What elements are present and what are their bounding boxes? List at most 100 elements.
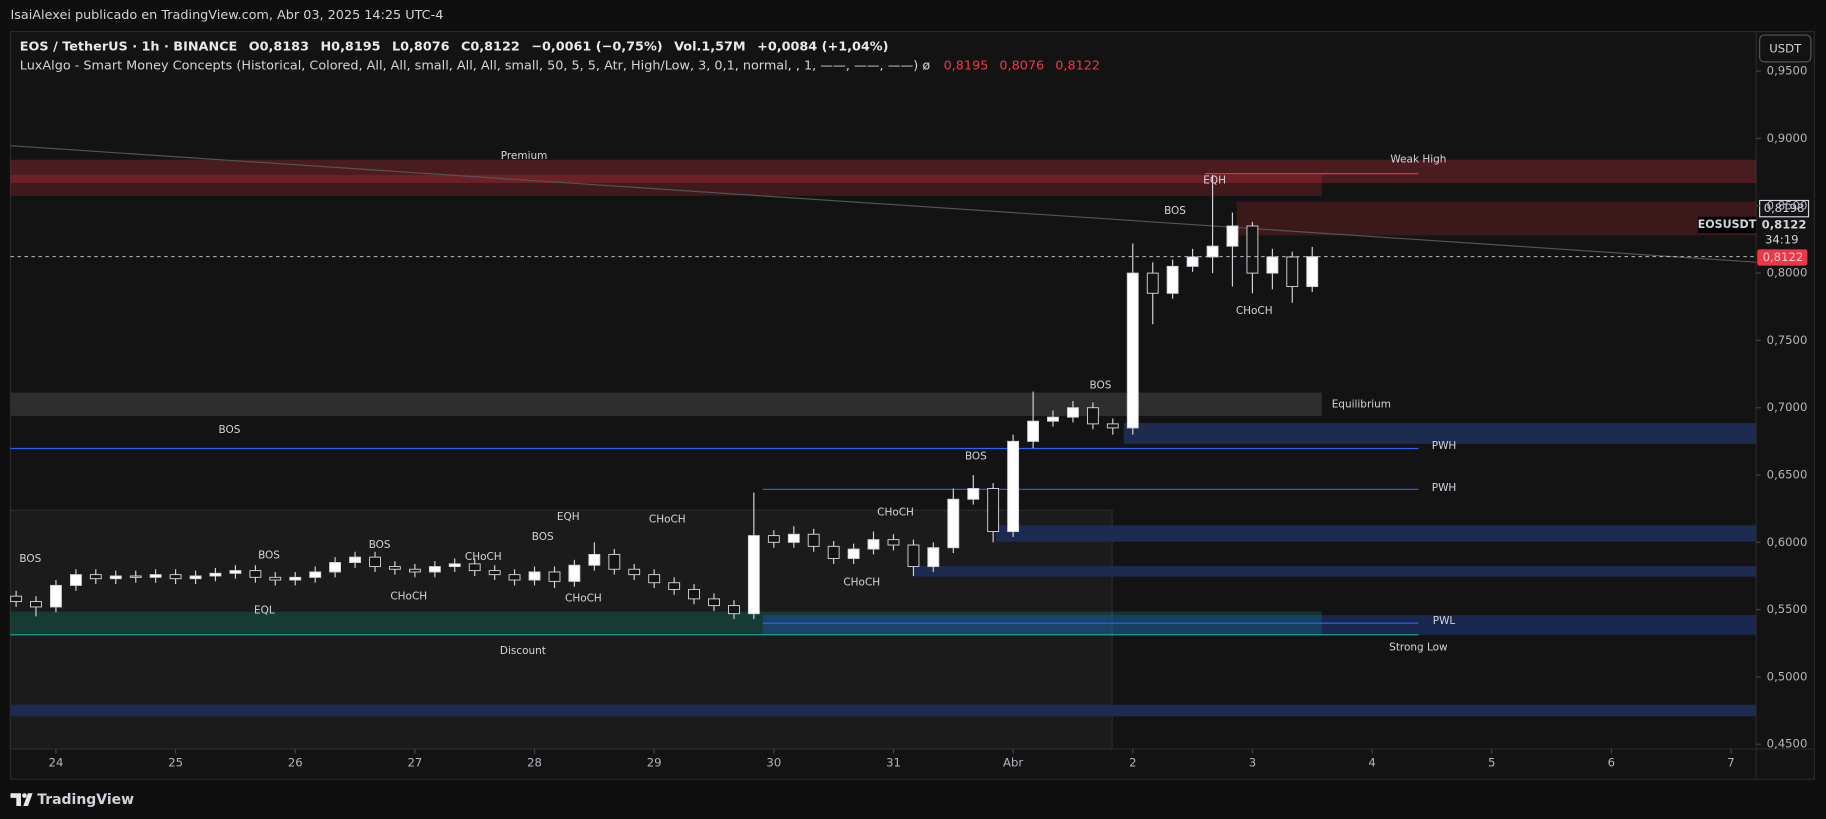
candle-body (209, 572, 222, 577)
candle-body (1106, 423, 1119, 429)
candle-body (149, 574, 162, 578)
candle-body (1086, 407, 1099, 425)
annotation: EQL (254, 604, 275, 616)
price-tag-high (1759, 199, 1810, 218)
x-tick-label: 29 (647, 755, 662, 769)
x-tick-label: 2 (1129, 755, 1136, 769)
legend-value: C0,8122 (461, 39, 520, 54)
premium-zone (10, 159, 1757, 183)
x-tick-label: Abr (1003, 755, 1023, 769)
y-tick-label: 0,8500 (1767, 198, 1808, 212)
annotation: Strong Low (1389, 642, 1448, 654)
demand-zone (914, 566, 1757, 577)
candle-body (1286, 256, 1299, 288)
last-price-badge (1757, 249, 1808, 266)
annotation: CHoCH (1236, 305, 1273, 317)
logo-dot (22, 793, 27, 798)
candle-body (967, 488, 980, 500)
candle-body (987, 488, 1000, 533)
annotation: Premium (501, 150, 548, 162)
candle-body (349, 556, 361, 563)
annotation: CHoCH (390, 590, 427, 602)
annotation: CHoCH (843, 576, 880, 588)
discount-zone (10, 611, 1322, 635)
annotation: CHoCH (877, 507, 914, 519)
symbol-tag (1697, 216, 1757, 234)
candle-body (1126, 272, 1139, 429)
candle-body (608, 553, 621, 570)
currency-button[interactable] (1759, 34, 1812, 63)
legend-value: H0,8195 (320, 39, 380, 54)
candle-body (129, 575, 142, 578)
candle-body (847, 548, 860, 559)
indicator-value: 0,8076 (999, 58, 1044, 73)
candle-body (568, 564, 581, 582)
x-tick-label: 5 (1488, 755, 1495, 769)
annotation: BOS (19, 553, 41, 565)
annotation: Weak High (1390, 154, 1446, 166)
candle-body (89, 574, 102, 580)
candle-body (1246, 225, 1259, 274)
candle-body (309, 571, 322, 578)
annotation: BOS (369, 539, 391, 551)
candle-body (548, 571, 561, 582)
candle-body (408, 568, 421, 573)
supply-zone (1236, 201, 1757, 236)
candle-body (907, 544, 920, 568)
symbol-tag-label: EOSUSDT (1698, 218, 1757, 231)
demand-zone (995, 525, 1757, 542)
candle-body (30, 601, 42, 608)
publish-title: IsaiAlexei publicado en TradingView.com,… (10, 8, 443, 23)
indicator-line: LuxAlgo - Smart Money Concepts (Historic… (20, 58, 1100, 73)
candle-body (1067, 407, 1079, 418)
candle-body (1206, 245, 1219, 258)
legend-line: EOS / TetherUS · 1h · BINANCE O0,8183 H0… (20, 39, 889, 54)
candle-body (787, 533, 800, 543)
candle-body (269, 576, 282, 581)
annotation: PWL (1433, 615, 1456, 627)
symbol: EOS / TetherUS · 1h · BINANCE (20, 39, 237, 54)
legend-value: L0,8076 (392, 39, 450, 54)
legend-value: O0,8183 (249, 39, 309, 54)
candle-body (109, 575, 122, 580)
candle-body (767, 535, 780, 543)
candle-body (1027, 420, 1040, 442)
demand-zone (10, 704, 1757, 717)
annotation: BOS (1090, 380, 1112, 392)
candle-body (10, 595, 23, 603)
currency-label[interactable]: USDT (1769, 42, 1802, 56)
candle-body (369, 556, 381, 568)
indicator-value: 0,8122 (1055, 58, 1100, 73)
x-tick-label: 28 (527, 755, 542, 769)
y-tick-label: 0,7500 (1767, 333, 1808, 347)
candle-body (807, 533, 820, 547)
candle-body (488, 570, 501, 576)
legend-value: Vol.1,57M (674, 39, 746, 54)
annotation: EQH (557, 511, 580, 523)
legend-value: +0,0084 (+1,04%) (757, 39, 888, 54)
candle-body (50, 584, 62, 608)
candle-body (867, 539, 880, 550)
candle-body (1226, 225, 1239, 247)
x-tick-label: 25 (168, 755, 183, 769)
indicator-name: LuxAlgo - Smart Money Concepts (Historic… (20, 58, 931, 73)
annotation: BOS (532, 531, 554, 543)
x-tick-label: 4 (1368, 755, 1375, 769)
annotation: Discount (500, 645, 546, 657)
annotation: EQH (1203, 175, 1226, 187)
candle-body (169, 574, 182, 580)
y-tick-label: 0,9500 (1767, 64, 1808, 78)
candle-body (388, 566, 401, 570)
y-tick-label: 0,4500 (1767, 737, 1808, 751)
candle-body (708, 598, 720, 607)
logo-mark (10, 793, 33, 807)
candle-body (508, 574, 521, 581)
x-tick-label: 24 (49, 755, 64, 769)
y-tick-label: 0,7000 (1767, 400, 1808, 414)
candle-body (927, 547, 940, 568)
last-price: 0,8122 (1762, 217, 1807, 231)
y-tick-label: 0,9000 (1767, 131, 1808, 145)
candle-body (1007, 440, 1020, 533)
candle-body (289, 576, 302, 581)
